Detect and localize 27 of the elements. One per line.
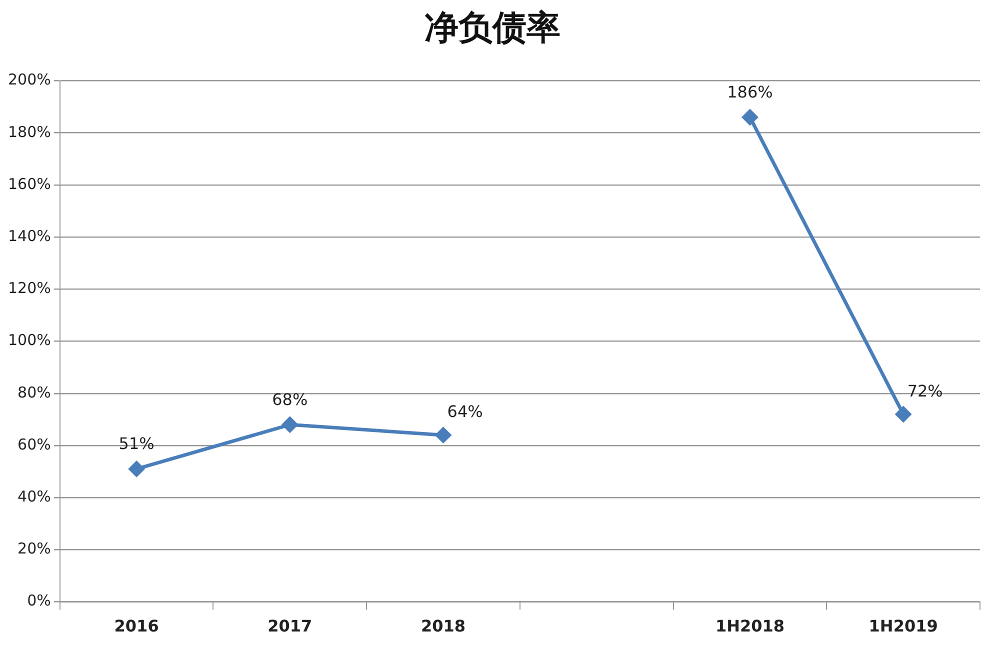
x-tick-label: 1H2019 — [868, 616, 938, 636]
y-tick-label: 40% — [18, 487, 51, 506]
x-tick-label: 2018 — [421, 616, 466, 636]
data-label: 68% — [272, 390, 308, 409]
x-tick-label: 2016 — [114, 616, 159, 636]
x-tick-label: 1H2018 — [715, 616, 784, 636]
data-label: 72% — [907, 381, 943, 400]
y-tick-label: 160% — [8, 174, 51, 193]
y-tick-label: 0% — [27, 592, 51, 610]
y-tick-label: 140% — [8, 226, 51, 245]
point — [896, 406, 912, 422]
y-tick-label: 180% — [8, 122, 51, 141]
y-tick-label: 100% — [8, 331, 51, 350]
data-label: 64% — [447, 402, 483, 422]
data-label: 186% — [727, 82, 773, 102]
y-tick-label: 200% — [8, 70, 51, 89]
y-tick-label: 20% — [18, 540, 51, 558]
y-tick-label: 60% — [18, 435, 51, 454]
point — [436, 427, 452, 443]
x-tick-label: 2017 — [268, 616, 312, 636]
point — [282, 416, 298, 432]
chart-title: 净负债率 — [424, 8, 560, 48]
y-tick-label: 80% — [18, 383, 51, 402]
y-tick-label: 120% — [8, 279, 51, 298]
data-label: 51% — [118, 434, 154, 454]
point — [742, 110, 758, 126]
point — [128, 461, 144, 477]
